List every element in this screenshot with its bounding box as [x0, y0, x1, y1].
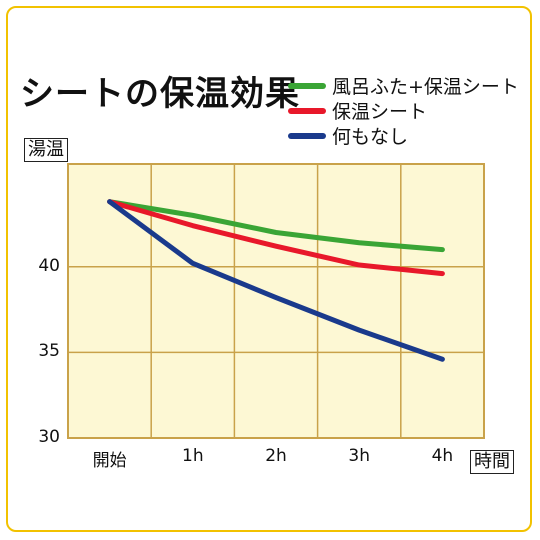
legend-swatch-series-2	[288, 132, 326, 139]
x-tick-label: 開始	[92, 451, 127, 471]
legend-item-series-2: 何もなし	[288, 123, 519, 148]
y-tick-label: 35	[38, 341, 60, 362]
legend-item-series-0: 風呂ふた+保温シート	[288, 73, 519, 98]
legend-label-series-2: 何もなし	[332, 126, 409, 148]
x-tick-label: 3h	[348, 446, 370, 466]
plot-border	[67, 163, 485, 439]
y-axis-label: 湯温	[24, 138, 68, 162]
y-tick-label: 40	[38, 255, 60, 276]
chart-legend: 風呂ふた+保温シート 保温シート 何もなし	[288, 73, 519, 148]
x-axis-label: 時間	[470, 450, 514, 474]
legend-swatch-series-0	[288, 82, 326, 89]
x-tick-label: 2h	[265, 446, 287, 466]
series-line-0	[107, 199, 445, 253]
x-tick-label: 4h	[431, 446, 454, 466]
legend-label-series-1: 保温シート	[332, 101, 428, 123]
series-line-1	[107, 199, 445, 277]
legend-swatch-series-1	[288, 107, 326, 114]
series-line-2	[107, 199, 445, 362]
chart-title: シートの保温効果	[20, 74, 300, 114]
legend-label-series-0: 風呂ふた+保温シート	[332, 76, 519, 98]
legend-item-series-1: 保温シート	[288, 98, 519, 123]
y-tick-label: 30	[38, 427, 60, 447]
x-tick-label: 1h	[182, 446, 204, 466]
